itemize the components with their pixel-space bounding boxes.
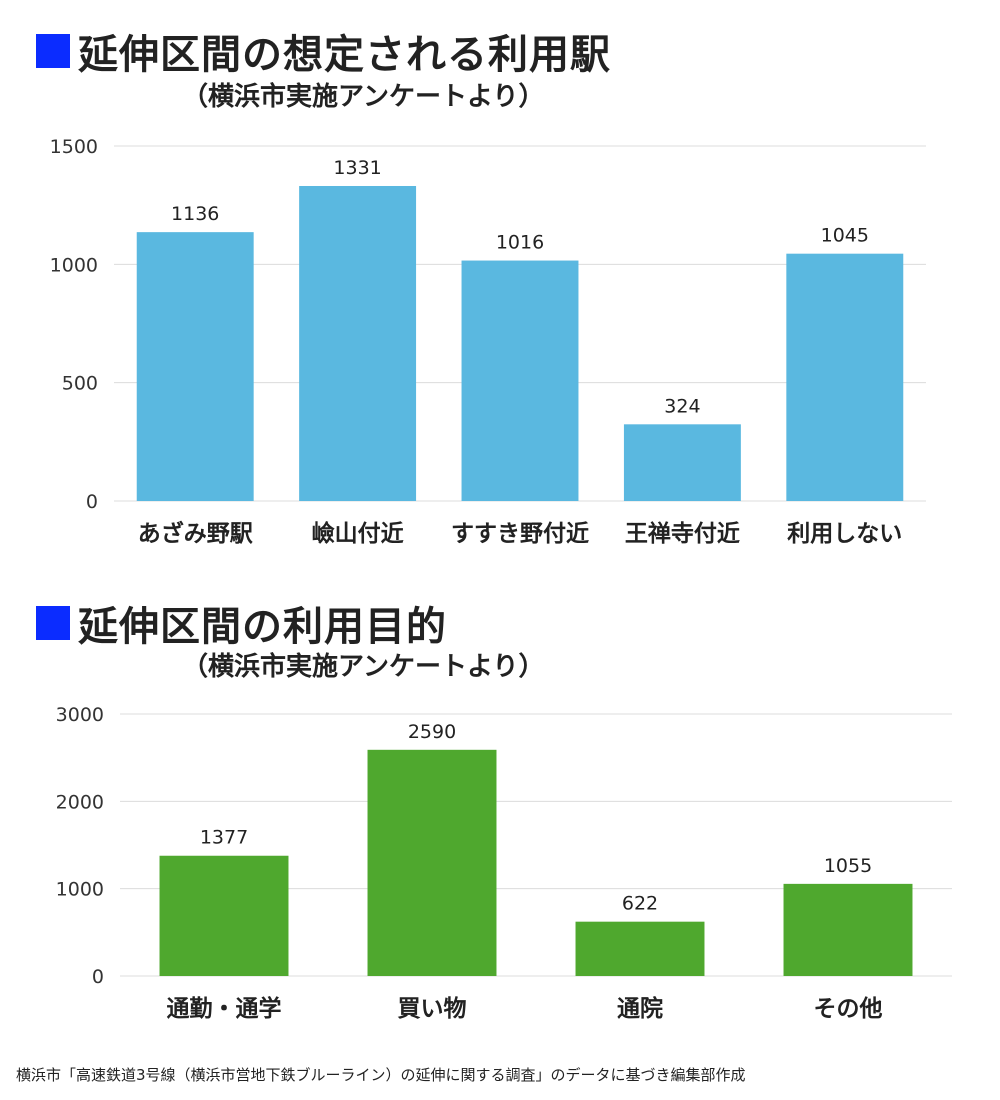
data-label: 1055 (824, 855, 872, 877)
chart2-heading: 延伸区間の利用目的 (36, 594, 447, 652)
y-tick-label: 0 (86, 491, 98, 513)
y-tick-label: 1000 (56, 879, 104, 901)
data-label: 1136 (171, 203, 219, 225)
y-tick-label: 2000 (56, 791, 104, 813)
usage-purpose-chart: 0 1000 2000 3000 1377 通勤・通学 2590 買い物 622 通院 1055 その… (56, 704, 952, 1022)
x-tick-label: 王禅寺付近 (625, 520, 740, 547)
x-tick-label: 通勤・通学 (167, 995, 282, 1022)
y-tick-label: 500 (62, 373, 98, 395)
source-note: 横浜市「高速鉄道3号線（横浜市営地下鉄ブルーライン）の延伸に関する調査」のデータ… (16, 1066, 746, 1084)
x-tick-label: 利用しない (787, 521, 902, 547)
bar (575, 921, 705, 976)
y-tick-label: 1000 (50, 254, 98, 276)
heading-square-icon (36, 34, 70, 68)
data-label: 2590 (408, 721, 456, 743)
heading-square-icon (36, 606, 70, 640)
x-tick-label: 通院 (617, 995, 663, 1022)
bar (299, 185, 417, 501)
data-label: 1045 (821, 225, 869, 247)
bar (461, 260, 579, 501)
data-label: 1016 (496, 232, 544, 254)
data-label: 622 (622, 893, 658, 915)
y-tick-label: 3000 (56, 704, 104, 726)
chart2-subtitle: （横浜市実施アンケートより） (182, 652, 545, 682)
bar (136, 232, 254, 501)
x-tick-label: すすき野付近 (451, 521, 589, 547)
x-tick-label: 嶮山付近 (312, 520, 404, 547)
y-tick-label: 1500 (50, 136, 98, 158)
x-tick-label: 買い物 (398, 995, 467, 1022)
station-usage-chart: 0 500 1000 1500 1136 あざみ野駅 1331 嶮山付近 1016 すすき野付近 3… (50, 136, 926, 547)
bar (623, 424, 741, 501)
bar (367, 749, 497, 976)
chart2-title: 延伸区間の利用目的 (78, 604, 447, 650)
chart1-heading: 延伸区間の想定される利用駅 (36, 22, 611, 80)
bar (783, 883, 913, 976)
x-tick-label: あざみ野駅 (138, 520, 253, 547)
chart1-subtitle: （横浜市実施アンケートより） (182, 82, 545, 112)
x-tick-label: その他 (814, 996, 883, 1022)
chart1-title: 延伸区間の想定される利用駅 (78, 32, 611, 78)
data-label: 1377 (200, 827, 248, 849)
data-label: 324 (664, 395, 700, 417)
bar (159, 855, 289, 976)
bar (786, 253, 904, 501)
data-label: 1331 (333, 157, 381, 179)
y-tick-label: 0 (92, 966, 104, 988)
